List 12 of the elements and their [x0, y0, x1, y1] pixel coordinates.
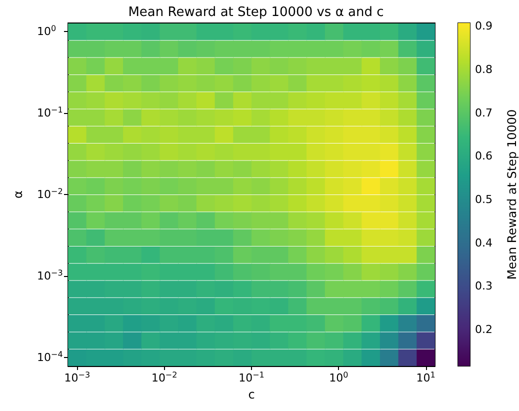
- color-bar-label: 0.2: [475, 323, 492, 336]
- color-bar-label: 0.4: [475, 236, 492, 250]
- color-bar-label: 0.8: [475, 62, 492, 76]
- color-bar-label: 0.3: [475, 280, 492, 293]
- color-bar-label: 0.7: [475, 106, 492, 120]
- color-bar-label: 0.9: [475, 20, 492, 33]
- chart-title: Mean Reward at Step 10000 vs α and c: [128, 5, 384, 20]
- y-axis-title: α: [11, 190, 25, 198]
- x-axis-title: c: [248, 387, 255, 402]
- color-bar-title: Mean Reward at Step 10000: [505, 109, 519, 280]
- color-bar-label: 0.6: [475, 150, 492, 163]
- color-bar-label: 0.5: [475, 192, 492, 206]
